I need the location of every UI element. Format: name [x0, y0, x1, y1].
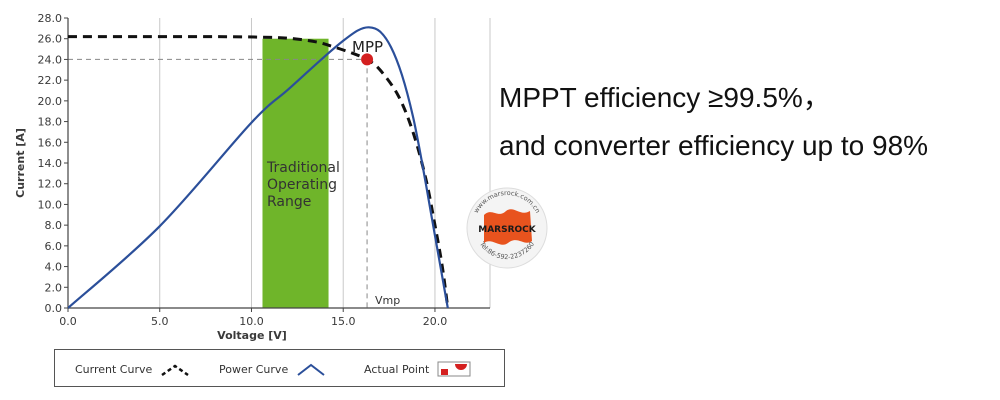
y-tick-label-13: 26.0 [38, 33, 63, 46]
y-tick-label-12: 24.0 [38, 53, 63, 66]
watermark-logo-shape [484, 209, 532, 245]
y-tick-label-3: 6.0 [45, 240, 63, 253]
x-tick-label-2: 10.0 [239, 315, 264, 328]
grid-lines [159, 18, 491, 308]
tick-labels: 0.0 2.0 4.0 6.0 8.0 10.0 12.0 14.0 16.0 18.0 20.0 2… [38, 12, 448, 328]
x-tick-label-0: 0.0 [59, 315, 77, 328]
x-axis-label: Voltage [V] [217, 329, 287, 342]
legend-label-current: Current Curve [75, 362, 153, 376]
y-tick-label-5: 10.0 [38, 198, 63, 211]
y-tick-label-11: 22.0 [38, 74, 63, 87]
y-tick-label-14: 28.0 [38, 12, 63, 25]
x-tick-label-1: 5.0 [151, 315, 169, 328]
vmp-label: Vmp [375, 294, 400, 307]
operating-range-label-line-1: Traditional [266, 160, 340, 176]
legend-label-actual: Actual Point [364, 362, 430, 376]
chart-legend: Current Curve Power Curve Actual Point [54, 349, 505, 387]
operating-range-label-line-2: Operating [267, 177, 337, 193]
y-tick-label-10: 20.0 [38, 95, 63, 108]
y-tick-label-6: 12.0 [38, 178, 63, 191]
series-line-power-curve [68, 26, 449, 309]
series-line-current-curve [68, 35, 450, 309]
headline-converter-efficiency: and converter efficiency up to 98% [499, 130, 929, 161]
y-tick-label-0: 0.0 [45, 302, 63, 315]
operating-range-label-line-3: Range [267, 194, 311, 210]
legend-swatch-actual-point [437, 361, 471, 377]
y-tick-label-1: 2.0 [45, 281, 63, 294]
mpp-label: MPP [352, 38, 383, 56]
x-tick-label-3: 15.0 [331, 315, 356, 328]
y-tick-label-4: 8.0 [45, 219, 63, 232]
mpp-guide-lines [68, 58, 368, 308]
headline-mppt-efficiency: MPPT efficiency ≥99.5%， [499, 82, 831, 113]
x-tick-label-4: 20.0 [423, 315, 448, 328]
y-tick-label-2: 4.0 [45, 261, 63, 274]
legend-label-power: Power Curve [219, 362, 289, 376]
y-tick-label-9: 18.0 [38, 116, 63, 129]
legend-swatch-current-curve [161, 364, 189, 377]
y-axis-label: Current [A] [14, 128, 27, 198]
legend-item-actual: Actual Point [364, 361, 471, 377]
legend-item-current: Current Curve [75, 361, 190, 377]
legend-item-power: Power Curve [219, 361, 326, 377]
y-tick-label-8: 16.0 [38, 136, 63, 149]
y-tick-label-7: 14.0 [38, 157, 63, 170]
marsrock-watermark: www.marsrock.com.cn Tel:86-592-2237260 M… [462, 183, 552, 273]
watermark-brand: MARSROCK [478, 225, 537, 235]
legend-swatch-power-curve [297, 363, 325, 376]
mpp-actual-point [361, 53, 374, 66]
